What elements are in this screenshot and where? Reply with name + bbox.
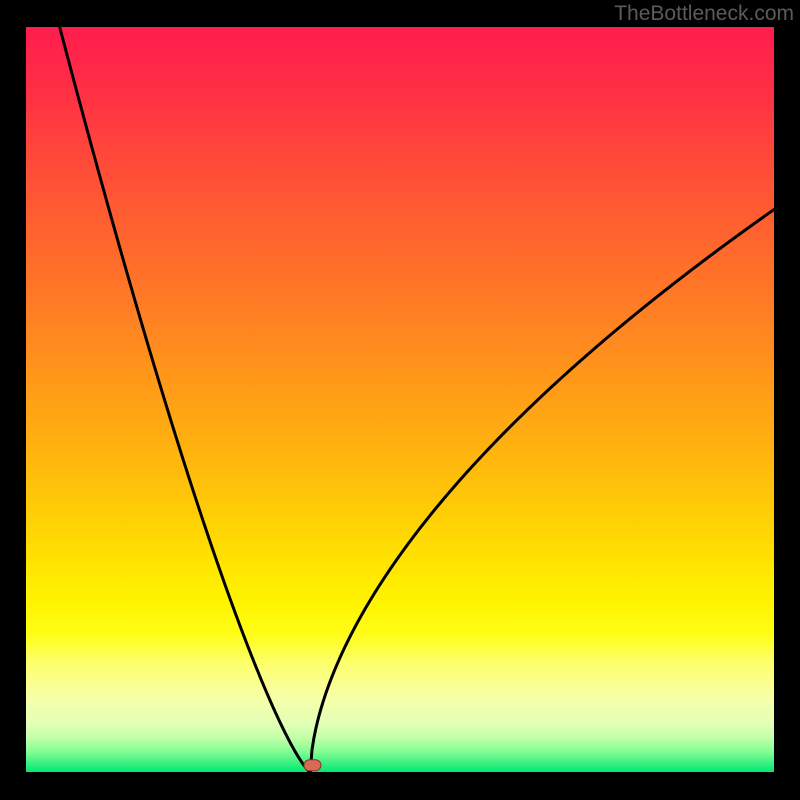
bottleneck-chart	[0, 0, 800, 800]
optimum-marker	[304, 760, 321, 771]
plot-gradient-background	[26, 27, 774, 772]
watermark-text: TheBottleneck.com	[614, 0, 800, 26]
